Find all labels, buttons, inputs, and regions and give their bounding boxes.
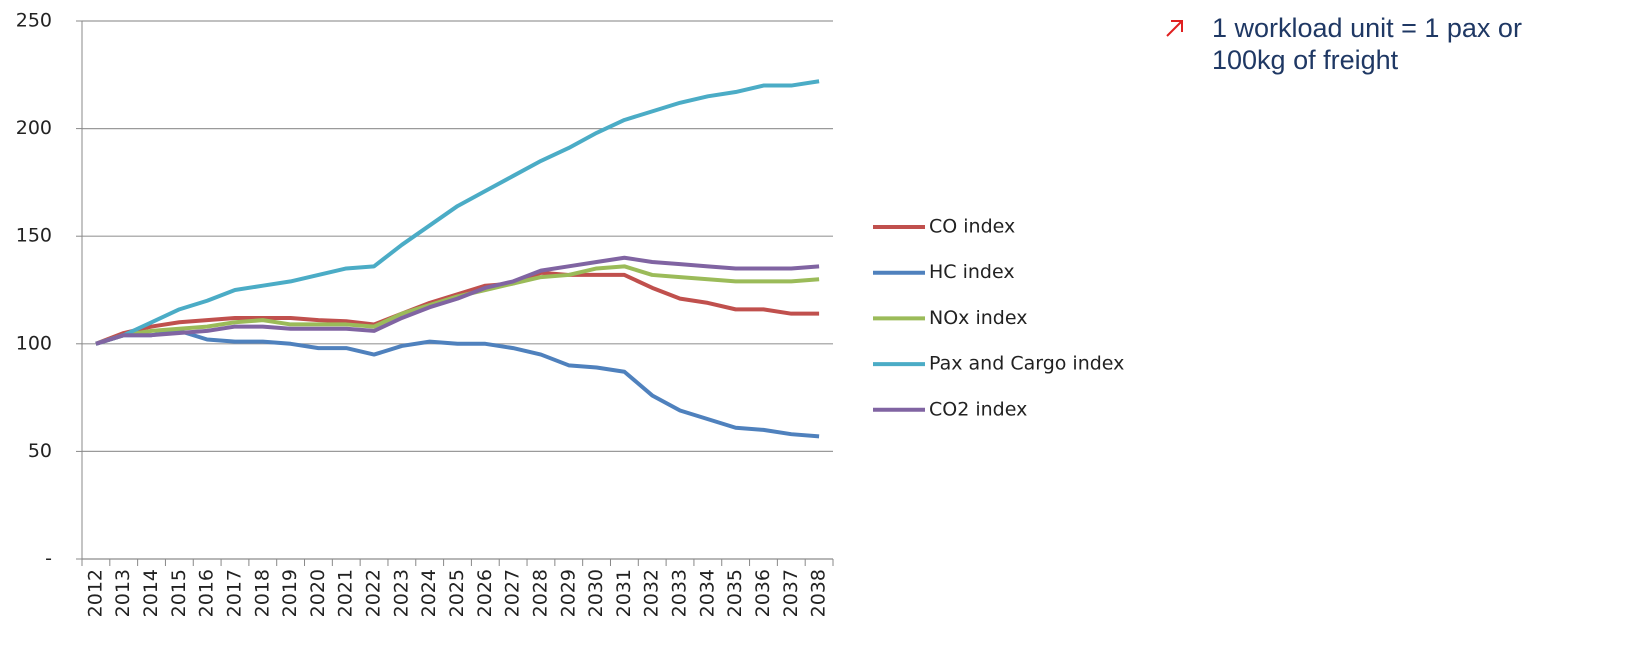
y-tick-label: 200: [16, 117, 52, 139]
x-tick-label: 2037: [780, 569, 802, 617]
x-tick-label: 2014: [140, 569, 162, 617]
x-tick-label: 2022: [363, 569, 385, 617]
x-tick-label: 2031: [613, 569, 635, 617]
x-tick-label: 2023: [390, 569, 412, 617]
x-tick-label: 2020: [307, 569, 329, 617]
annotation: 1 workload unit = 1 pax or 100kg of frei…: [1212, 13, 1522, 75]
legend-label: CO2 index: [929, 398, 1027, 420]
y-tick-label: 250: [16, 10, 52, 32]
y-tick-label: -: [45, 548, 52, 570]
legend-label: NOx index: [929, 307, 1027, 329]
legend-label: Pax and Cargo index: [929, 353, 1124, 375]
series-line: [95, 328, 820, 439]
x-tick-label: 2019: [279, 569, 301, 617]
legend-label: HC index: [929, 261, 1015, 283]
x-tick-label: 2036: [752, 569, 774, 617]
x-tick-label: 2029: [557, 569, 579, 617]
x-tick-label: 2021: [335, 569, 357, 617]
series-line: [95, 264, 820, 346]
x-tick-label: 2030: [585, 569, 607, 617]
legend-label: CO index: [929, 216, 1015, 238]
x-tick-label: 2033: [669, 569, 691, 617]
x-tick-label: 2032: [641, 569, 663, 617]
x-tick-label: 2017: [223, 569, 245, 617]
bullet-arrow: [1166, 20, 1183, 37]
x-tick-label: 2025: [446, 569, 468, 617]
series-line: [95, 270, 820, 346]
x-tick-label: 2035: [724, 569, 746, 617]
y-tick-label: 50: [28, 440, 52, 462]
x-tick-label: 2024: [418, 569, 440, 617]
series-line: [95, 79, 820, 346]
x-tick-label: 2012: [84, 569, 106, 617]
x-tick-label: 2016: [196, 569, 218, 617]
x-tick-label: 2038: [808, 569, 830, 617]
x-tick-label: 2026: [474, 569, 496, 617]
x-tick-label: 2013: [112, 569, 134, 617]
x-tick-label: 2027: [502, 569, 524, 617]
x-tick-label: 2034: [696, 569, 718, 617]
x-tick-label: 2018: [251, 569, 273, 617]
series-line: [95, 255, 820, 346]
y-tick-label: 150: [16, 225, 52, 247]
x-tick-label: 2028: [529, 569, 551, 617]
x-tick-label: 2015: [168, 569, 190, 617]
y-tick-label: 100: [16, 332, 52, 354]
